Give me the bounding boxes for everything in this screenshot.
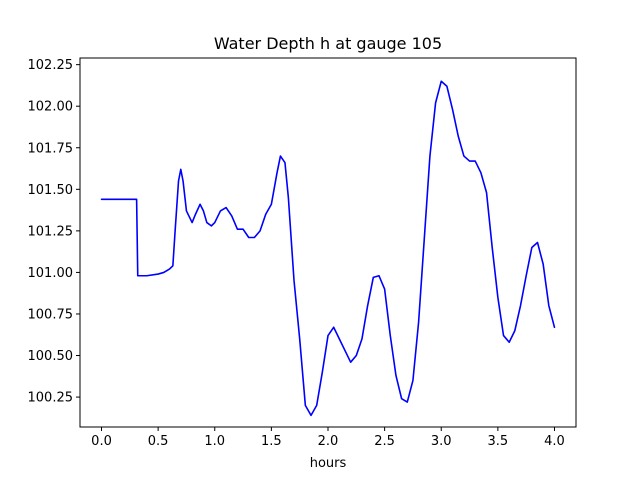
x-tick-label: 0.0 xyxy=(91,434,112,449)
y-tick-label: 102.25 xyxy=(28,58,74,73)
x-tick-label: 1.5 xyxy=(261,434,282,449)
y-tick-label: 100.75 xyxy=(28,307,74,322)
y-tick-label: 100.25 xyxy=(28,391,74,406)
x-tick-label: 4.0 xyxy=(544,434,565,449)
x-tick-label: 3.5 xyxy=(488,434,509,449)
y-tick-label: 101.00 xyxy=(28,266,74,281)
chart-title: Water Depth h at gauge 105 xyxy=(214,34,442,53)
y-tick-label: 101.75 xyxy=(28,141,74,156)
x-tick-label: 3.0 xyxy=(431,434,452,449)
y-axis-ticks: 100.25 100.50 100.75 101.00 101.25 101.50 101.… xyxy=(28,58,80,406)
axes-frame xyxy=(79,57,577,428)
x-tick-label: 0.5 xyxy=(148,434,169,449)
y-tick-label: 101.25 xyxy=(28,224,74,239)
series-line-0 xyxy=(100,80,556,417)
y-tick-label: 102.00 xyxy=(28,100,74,115)
y-tick-label: 100.50 xyxy=(28,349,74,364)
x-tick-label: 2.5 xyxy=(374,434,395,449)
x-tick-label: 2.0 xyxy=(318,434,339,449)
x-tick-label: 1.0 xyxy=(204,434,225,449)
x-axis-ticks: 0.0 0.5 1.0 1.5 2.0 2.5 3.0 3.5 4.0 xyxy=(91,427,565,449)
plot-area: 0.0 0.5 1.0 1.5 2.0 2.5 3.0 3.5 4.0 100.25 100.50… xyxy=(28,57,577,449)
y-tick-label: 101.50 xyxy=(28,183,74,198)
series-layer xyxy=(100,80,556,417)
x-axis-label: hours xyxy=(310,456,347,471)
